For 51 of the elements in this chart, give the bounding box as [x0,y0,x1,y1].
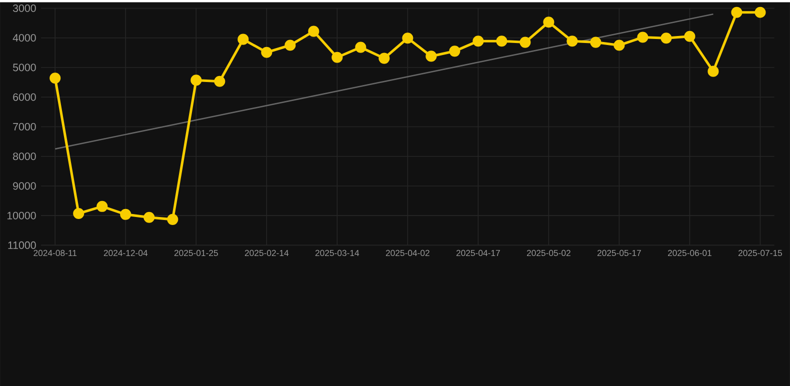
x-tick-label: 2024-08-11 [34,250,77,256]
point [214,76,226,87]
x-tick-label: 2025-06-01 [668,250,712,256]
point [50,72,61,84]
point [520,36,531,48]
x-tick-label: 2025-05-02 [526,250,570,256]
point [167,214,178,225]
x-tick-label: 2025-05-17 [597,250,641,256]
point [590,36,602,48]
y-tick-label: 4000 [12,34,36,42]
point [144,212,155,223]
point [308,26,320,37]
point [190,74,202,86]
point [543,16,554,28]
x-tick-label: 2025-04-17 [456,250,500,256]
point [614,40,625,51]
x-tick-label: 2024-12-04 [104,250,148,256]
point [660,32,672,44]
point [332,52,343,63]
point [426,50,437,62]
point [708,66,719,77]
point [96,200,108,212]
y-tick-label: 6000 [13,93,36,101]
y-tick-label: 9000 [13,182,36,190]
point [238,34,249,45]
x-tick-label: 2025-07-15 [738,250,782,256]
point [449,46,460,57]
x-tick-label: 2025-02-14 [244,250,289,256]
y-tick-label: 8000 [13,152,36,160]
y-tick-label: 7000 [13,122,36,130]
point [684,30,696,42]
y-tick-label: 11000 [8,241,36,249]
point [284,40,296,51]
x-tick-label: 2025-04-02 [386,250,430,256]
point [120,208,132,220]
x-tick-label: 2025-03-14 [315,250,360,256]
point [402,32,414,44]
point [73,208,84,219]
point [637,32,648,43]
point [731,6,742,18]
y-tick-label: 5000 [12,64,36,72]
point [378,52,390,64]
point [261,46,272,58]
point [472,35,484,47]
point [496,35,508,47]
point [355,42,366,53]
x-tick-label: 2025-01-25 [174,250,218,256]
point [566,35,578,47]
y-tick-label: 10000 [7,212,36,220]
y-tick-label: 3000 [12,4,36,12]
point [754,6,766,18]
